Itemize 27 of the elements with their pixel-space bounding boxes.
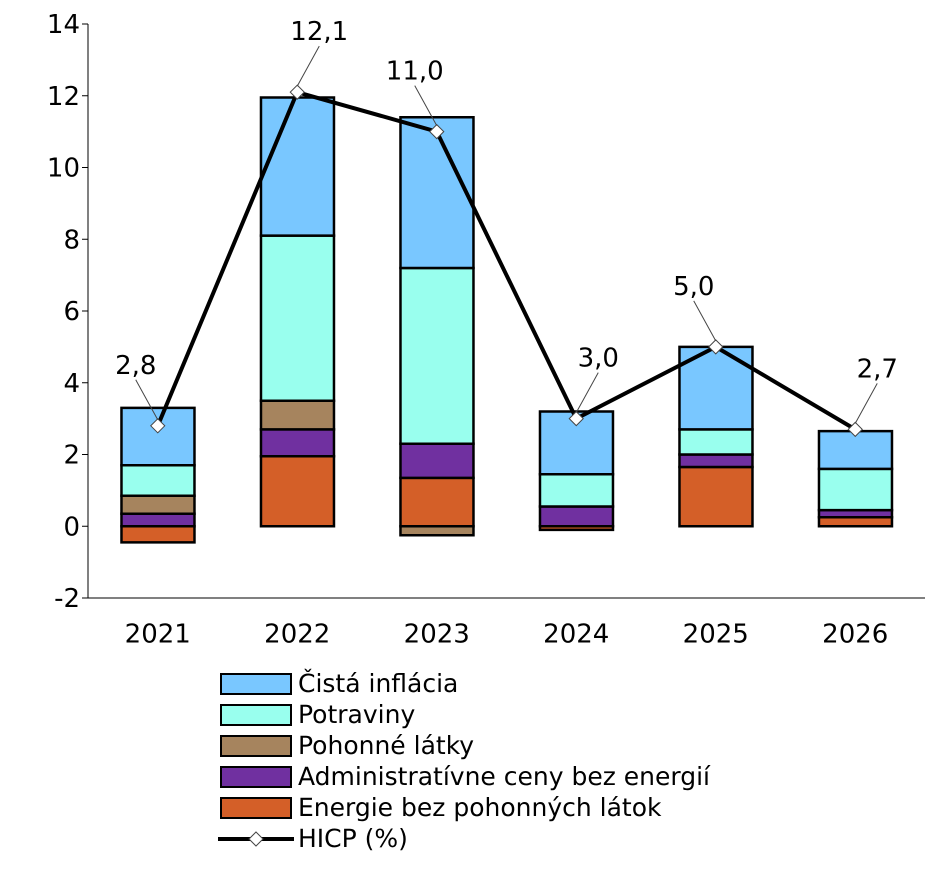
legend-label: HICP (%) bbox=[298, 823, 408, 854]
x-tick-label: 2022 bbox=[264, 619, 330, 650]
y-tick-label: 12 bbox=[46, 82, 80, 112]
x-tick-label: 2024 bbox=[543, 619, 610, 650]
data-label: 2,8 bbox=[115, 350, 156, 381]
data-label: 5,0 bbox=[673, 272, 714, 302]
y-tick-label: 0 bbox=[63, 512, 80, 542]
x-tick-label: 2021 bbox=[124, 619, 191, 650]
y-tick-label: 4 bbox=[63, 368, 80, 399]
data-label: 11,0 bbox=[386, 56, 444, 87]
y-tick-label: 2 bbox=[63, 440, 80, 471]
legend-label: Energie bez pohonných látok bbox=[298, 792, 662, 823]
legend-label: Administratívne ceny bez energií bbox=[298, 761, 710, 792]
legend-label: Čistá inflácia bbox=[298, 668, 458, 699]
x-tick-label: 2023 bbox=[404, 619, 470, 650]
y-tick-label: 14 bbox=[46, 10, 80, 40]
x-tick-label: 2025 bbox=[682, 619, 749, 650]
data-label: 3,0 bbox=[578, 344, 619, 374]
legend-label: Potraviny bbox=[298, 699, 416, 730]
data-label: 2,7 bbox=[856, 354, 898, 384]
y-tick-label: 8 bbox=[63, 225, 80, 256]
y-tick-label: 6 bbox=[63, 297, 80, 328]
legend-label: Pohonné látky bbox=[298, 730, 474, 761]
y-tick-label: 10 bbox=[46, 154, 80, 184]
y-tick-label: -2 bbox=[54, 584, 80, 614]
x-tick-label: 2026 bbox=[822, 619, 888, 650]
data-label: 12,1 bbox=[290, 17, 348, 48]
